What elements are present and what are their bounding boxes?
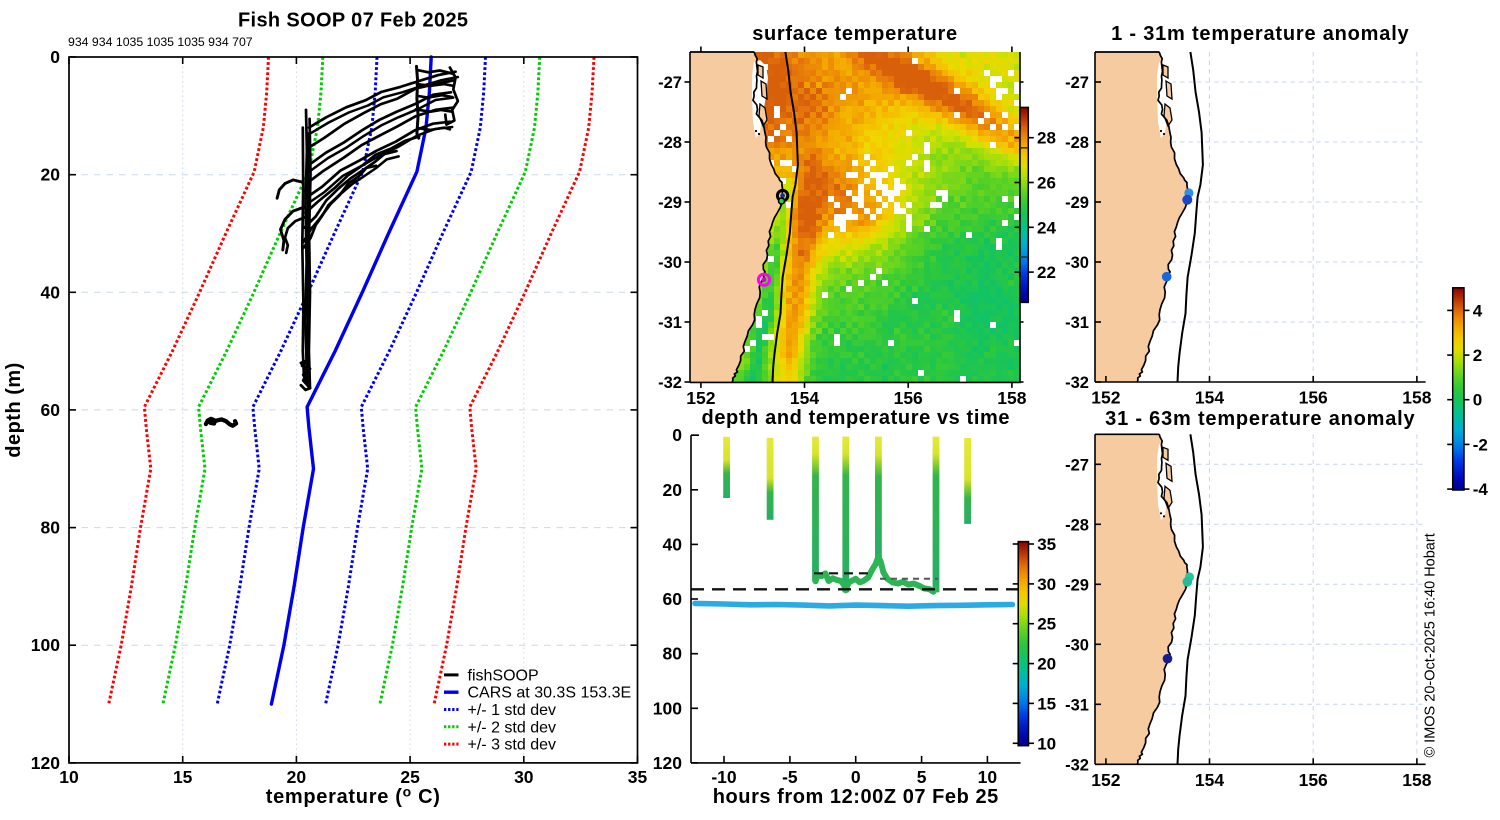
svg-text:temperature (o C): temperature (o C) [266,784,441,809]
svg-text:-2: -2 [1473,435,1488,454]
svg-text:60: 60 [663,589,683,609]
svg-text:0: 0 [851,767,861,787]
svg-text:-27: -27 [1065,456,1089,474]
svg-text:154: 154 [1195,770,1224,790]
svg-text:hours from 12:00Z 07 Feb 25: hours from 12:00Z 07 Feb 25 [713,786,999,808]
svg-text:-32: -32 [1065,374,1089,392]
svg-text:© IMOS 20-Oct-2025 16:40 Hobar: © IMOS 20-Oct-2025 16:40 Hobart [1423,533,1439,757]
svg-text:10: 10 [1037,734,1056,753]
svg-text:0: 0 [672,425,682,445]
svg-text:-30: -30 [658,254,682,272]
svg-text:22: 22 [1037,263,1056,282]
svg-text:20: 20 [1037,655,1056,674]
svg-text:26: 26 [1037,174,1056,193]
svg-text:15: 15 [173,767,193,787]
svg-text:Fish SOOP 07 Feb 2025: Fish SOOP 07 Feb 2025 [238,10,468,32]
svg-text:0: 0 [1473,391,1482,410]
svg-text:20: 20 [287,767,307,787]
svg-text:2: 2 [1473,346,1482,365]
svg-text:fishSOOP: fishSOOP [468,667,539,684]
svg-text:156: 156 [1299,770,1328,790]
svg-text:152: 152 [686,388,715,408]
svg-text:156: 156 [1299,388,1328,408]
svg-text:-31: -31 [658,314,682,332]
svg-text:surface temperature: surface temperature [752,23,958,45]
svg-text:10: 10 [978,767,998,787]
svg-text:30: 30 [514,767,534,787]
svg-text:156: 156 [894,388,923,408]
svg-text:4: 4 [1473,301,1483,320]
svg-text:152: 152 [1091,388,1120,408]
svg-text:35: 35 [1037,535,1056,554]
svg-text:10: 10 [59,767,79,787]
svg-text:-10: -10 [711,767,737,787]
svg-text:-30: -30 [1065,254,1089,272]
svg-text:-28: -28 [658,134,682,152]
svg-text:0: 0 [50,47,60,67]
svg-text:30: 30 [1037,575,1056,594]
svg-text:31 - 63m temperature anomaly: 31 - 63m temperature anomaly [1105,408,1415,430]
svg-text:154: 154 [790,388,819,408]
svg-text:24: 24 [1037,218,1056,237]
svg-text:154: 154 [1195,388,1224,408]
svg-text:80: 80 [41,518,61,538]
svg-text:-32: -32 [1065,756,1089,774]
svg-text:20: 20 [41,165,61,185]
svg-text:depth and temperature vs time: depth and temperature vs time [702,407,1011,429]
svg-text:depth (m): depth (m) [3,362,25,458]
svg-text:+/- 3 std dev: +/- 3 std dev [468,737,557,754]
svg-text:120: 120 [653,753,682,773]
svg-text:-29: -29 [658,194,682,212]
svg-text:28: 28 [1037,129,1056,148]
svg-text:934 934 1035 1035 1035 934 707: 934 934 1035 1035 1035 934 707 [68,35,253,49]
svg-text:100: 100 [31,635,60,655]
svg-text:152: 152 [1091,770,1120,790]
svg-text:25: 25 [400,767,420,787]
svg-text:-4: -4 [1473,480,1489,499]
svg-text:-27: -27 [658,74,682,92]
svg-text:-31: -31 [1065,314,1089,332]
svg-text:35: 35 [628,767,648,787]
svg-text:80: 80 [663,644,683,664]
svg-text:-29: -29 [1065,194,1089,212]
svg-text:-32: -32 [658,374,682,392]
svg-text:-28: -28 [1065,134,1089,152]
svg-text:+/- 1 std dev: +/- 1 std dev [468,702,557,719]
svg-text:158: 158 [1402,770,1431,790]
svg-text:-30: -30 [1065,636,1089,654]
svg-text:158: 158 [997,388,1026,408]
svg-text:5: 5 [917,767,927,787]
svg-text:-29: -29 [1065,576,1089,594]
svg-text:-28: -28 [1065,516,1089,534]
svg-text:-31: -31 [1065,696,1089,714]
svg-text:+/- 2 std dev: +/- 2 std dev [468,719,557,736]
svg-text:CARS at 30.3S 153.3E: CARS at 30.3S 153.3E [468,685,632,702]
svg-text:20: 20 [663,480,683,500]
svg-text:-5: -5 [782,767,798,787]
svg-text:60: 60 [41,400,61,420]
svg-text:158: 158 [1402,388,1431,408]
svg-text:15: 15 [1037,694,1056,713]
svg-text:100: 100 [653,698,682,718]
svg-text:-27: -27 [1065,74,1089,92]
svg-text:120: 120 [31,753,60,773]
svg-text:25: 25 [1037,615,1056,634]
svg-text:40: 40 [41,282,61,302]
svg-text:40: 40 [663,534,683,554]
svg-text:1 - 31m temperature anomaly: 1 - 31m temperature anomaly [1111,23,1409,45]
